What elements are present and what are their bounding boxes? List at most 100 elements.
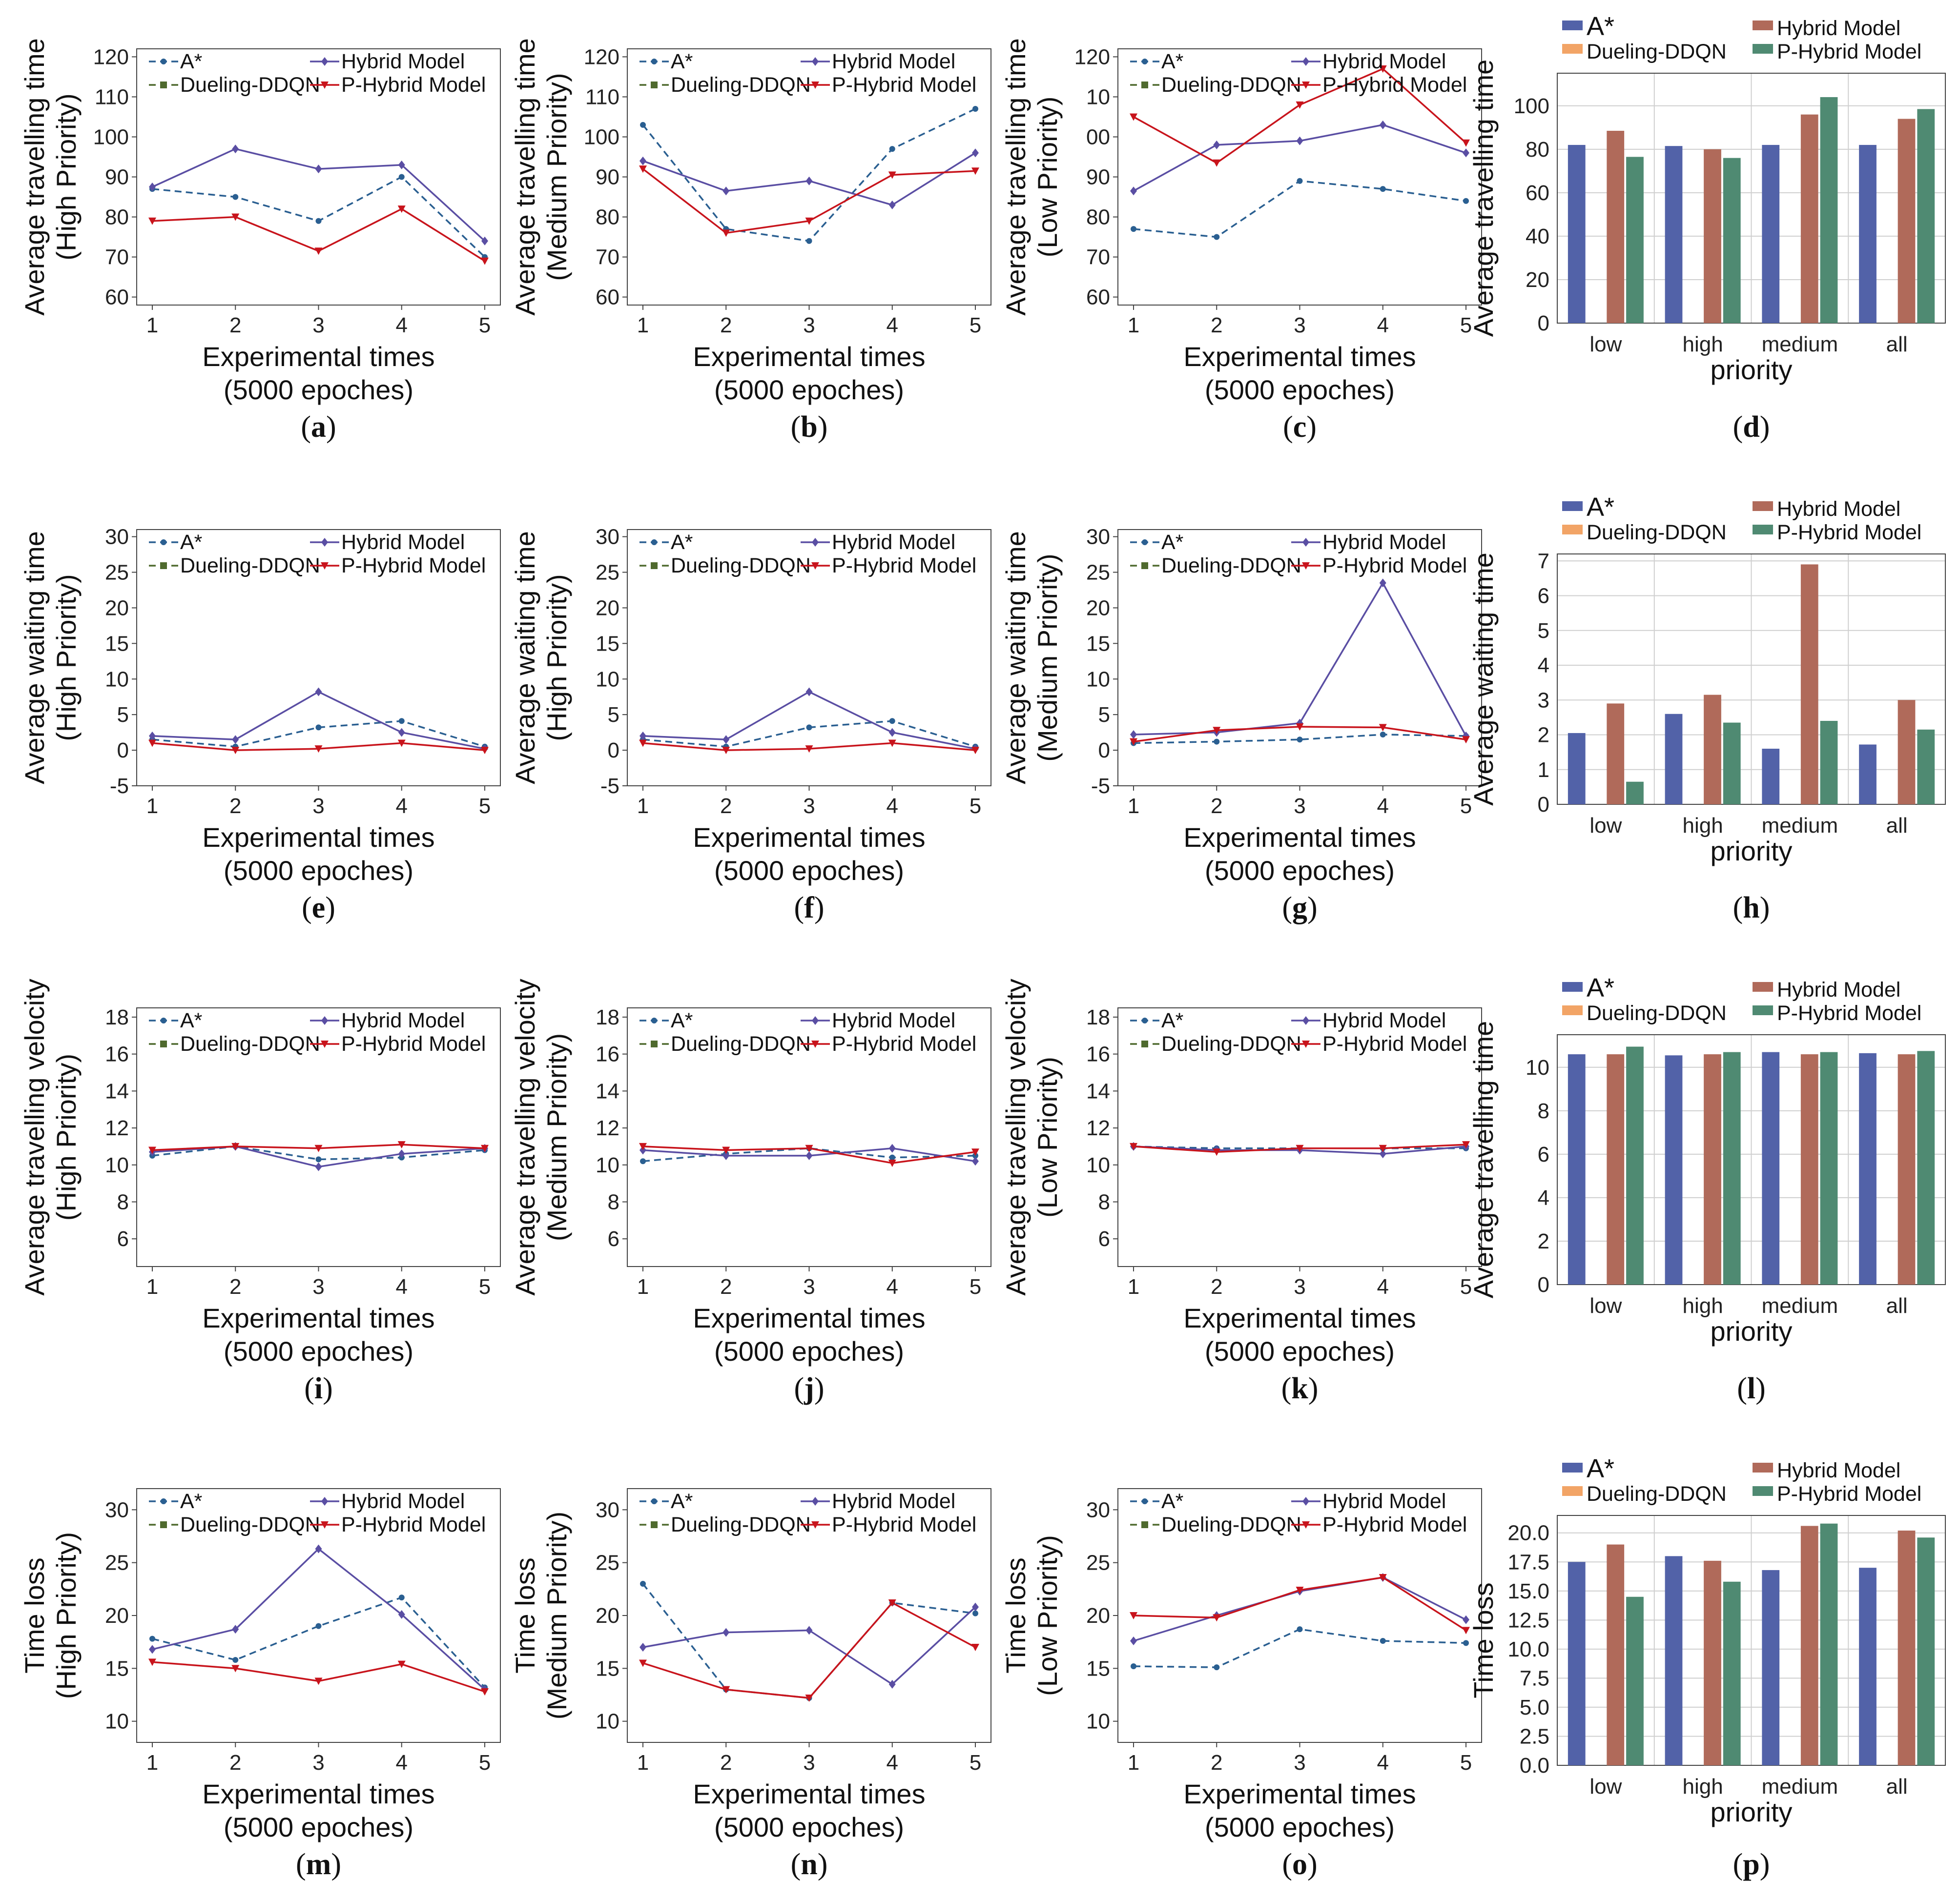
- legend-marker-dueling-ddqn: [1141, 562, 1148, 569]
- y-tick-label: 15: [105, 1657, 129, 1680]
- x-tick-label: 1: [637, 1751, 649, 1775]
- subfigure-paren: (: [1737, 1372, 1747, 1405]
- data-point-p-hybrid-model: [1296, 1587, 1304, 1594]
- data-point-p-hybrid-model: [231, 1143, 240, 1150]
- x-axis-title: Experimental times: [693, 1779, 925, 1809]
- legend-label-hybrid-model: Hybrid Model: [832, 1009, 955, 1032]
- y-tick-label: 30: [105, 525, 129, 549]
- bar-hybrid-model: [1704, 149, 1721, 323]
- y-axis-title: Average waiting time: [19, 531, 50, 784]
- x-tick-label: 3: [803, 313, 815, 337]
- legend-label-hybrid-model: Hybrid Model: [832, 50, 955, 73]
- data-point-p-hybrid-model: [231, 213, 240, 221]
- chart-n: 10 15 20 25 30 1 2 3 4 5 Experimental times(5000 e…: [510, 1488, 991, 1881]
- y-tick-label: 30: [596, 525, 619, 549]
- bar-hybrid-model: [1800, 1054, 1818, 1285]
- subfigure-paren: (: [794, 891, 805, 924]
- series-line-a: [642, 1583, 976, 1699]
- data-point-p-hybrid-model: [148, 1658, 156, 1666]
- legend-label-p-hybrid-model: P-Hybrid Model: [832, 1513, 976, 1536]
- bar-p-hybrid-model: [1917, 729, 1935, 804]
- y-axis-subtitle: (Medium Priority): [541, 73, 572, 281]
- x-tick-label: 1: [146, 1275, 158, 1299]
- data-point-hybrid-model: [888, 200, 896, 209]
- x-tick-label: 4: [887, 1751, 898, 1775]
- legend-label-dueling-ddqn: Dueling-DDQN: [671, 1513, 811, 1536]
- x-tick-label: 5: [1460, 1751, 1472, 1775]
- x-tick-label: 4: [1377, 794, 1389, 818]
- y-axis-subtitle: (Medium Priority): [541, 1512, 572, 1719]
- x-tick-label: medium: [1762, 1294, 1838, 1318]
- subfigure-paren: (: [1282, 1848, 1292, 1881]
- x-tick-label: 2: [229, 313, 241, 337]
- y-tick-label: 20.0: [1507, 1521, 1549, 1545]
- y-tick-label: 20: [1526, 268, 1549, 292]
- data-point-p-hybrid-model: [1462, 1627, 1470, 1635]
- bar-hybrid-model: [1800, 564, 1818, 804]
- series-line-hybrid-model: [642, 691, 976, 750]
- y-tick-label: 10: [105, 1153, 129, 1177]
- data-point-hybrid-model: [1379, 120, 1386, 129]
- data-point-p-hybrid-model: [639, 739, 647, 747]
- legend-marker-hybrid-model: [812, 538, 819, 547]
- data-point-a: [315, 1623, 322, 1629]
- data-point-a: [1380, 186, 1386, 192]
- legend-marker-a: [1142, 539, 1148, 545]
- y-tick-label: 90: [1086, 165, 1110, 189]
- legend-marker-p-hybrid-model: [811, 1521, 819, 1529]
- bar-a: [1665, 714, 1683, 804]
- legend-marker-dueling-ddqn: [160, 1041, 167, 1047]
- y-tick-label: 120: [93, 45, 129, 69]
- subfigure-paren: (: [1733, 1848, 1743, 1881]
- legend-label-hybrid-model: Hybrid Model: [1322, 1009, 1446, 1032]
- legend-label-a: A*: [671, 1009, 693, 1032]
- subfigure-paren: ): [818, 410, 828, 444]
- y-tick-label: 60: [596, 286, 619, 309]
- y-tick-label: 12: [596, 1116, 619, 1140]
- data-point-p-hybrid-model: [314, 247, 323, 255]
- data-point-p-hybrid-model: [1213, 727, 1221, 735]
- x-tick-label: 4: [396, 794, 408, 818]
- bar-hybrid-model: [1704, 695, 1721, 804]
- data-point-hybrid-model: [805, 1151, 813, 1160]
- legend-marker-p-hybrid-model: [321, 82, 329, 89]
- y-tick-label: 10: [596, 1710, 619, 1734]
- chart-g: -5 0 5 10 15 20 25 30 1 2 3 4 5 Experimental times(50…: [1000, 525, 1482, 924]
- x-tick-label: all: [1886, 1294, 1908, 1318]
- x-axis-title: Experimental times: [202, 1303, 434, 1333]
- data-point-hybrid-model: [1296, 136, 1303, 145]
- x-tick-label: 1: [1128, 1751, 1139, 1775]
- bar-p-hybrid-model: [1917, 1051, 1935, 1285]
- y-tick-label: 40: [1526, 225, 1549, 248]
- y-tick-label: 2.5: [1520, 1724, 1549, 1748]
- subfigure-label: (i): [304, 1372, 333, 1405]
- data-point-a: [398, 174, 405, 180]
- y-axis-title: Average travelling time: [1468, 1021, 1499, 1299]
- y-tick-label: 10: [596, 1153, 619, 1177]
- y-tick-label: 4: [1538, 1186, 1549, 1210]
- y-tick-label: 12: [1086, 1116, 1110, 1140]
- x-tick-label: 1: [637, 1275, 649, 1299]
- y-tick-label: 90: [596, 165, 619, 189]
- data-point-p-hybrid-model: [1130, 738, 1137, 746]
- legend-label-dueling-ddqn: Dueling-DDQN: [1587, 40, 1727, 63]
- x-tick-label: 1: [637, 794, 649, 818]
- data-point-p-hybrid-model: [481, 1145, 489, 1152]
- x-axis-title: Experimental times: [693, 822, 925, 853]
- subfigure-letter: a: [311, 410, 326, 444]
- y-axis-subtitle: (Medium Priority): [541, 1033, 572, 1241]
- y-tick-label: 120: [584, 45, 619, 69]
- x-tick-label: 3: [803, 1751, 815, 1775]
- legend-label-a: A*: [1587, 1454, 1614, 1483]
- legend-label-dueling-ddqn: Dueling-DDQN: [1161, 1032, 1301, 1056]
- y-tick-label: 12: [105, 1116, 129, 1140]
- x-axis-title: priority: [1710, 1316, 1792, 1347]
- data-point-a: [315, 218, 322, 224]
- data-point-hybrid-model: [1379, 578, 1386, 588]
- x-axis-title: Experimental times: [693, 1303, 925, 1333]
- legend-label-a: A*: [1587, 12, 1614, 41]
- data-point-hybrid-model: [972, 148, 979, 158]
- y-tick-label: 5: [1538, 619, 1549, 643]
- legend-swatch-hybrid-model: [1753, 501, 1773, 511]
- subfigure-label: (d): [1733, 410, 1770, 444]
